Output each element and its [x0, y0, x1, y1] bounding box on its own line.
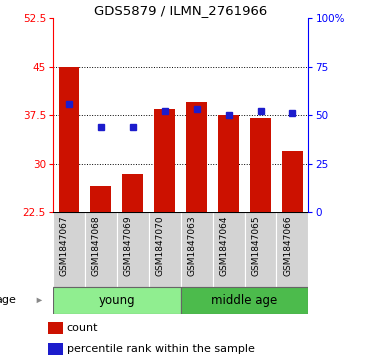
Bar — [122, 174, 143, 212]
Text: young: young — [99, 294, 135, 307]
Text: GSM1847068: GSM1847068 — [92, 216, 101, 276]
Bar — [85, 212, 117, 287]
Bar — [149, 212, 181, 287]
Bar — [250, 118, 271, 212]
Bar — [277, 212, 308, 287]
Bar — [154, 109, 175, 212]
Bar — [58, 67, 79, 212]
Bar — [282, 151, 303, 212]
Bar — [181, 287, 308, 314]
Text: age: age — [0, 295, 16, 305]
Text: percentile rank within the sample: percentile rank within the sample — [67, 344, 254, 354]
Text: GSM1847067: GSM1847067 — [60, 216, 69, 276]
Bar — [245, 212, 277, 287]
Bar — [212, 212, 245, 287]
Text: GSM1847069: GSM1847069 — [124, 216, 133, 276]
Bar — [48, 322, 63, 334]
Text: count: count — [67, 323, 98, 333]
Bar — [53, 212, 85, 287]
Text: GSM1847065: GSM1847065 — [251, 216, 261, 276]
Bar — [117, 212, 149, 287]
Bar — [218, 115, 239, 212]
Text: middle age: middle age — [211, 294, 278, 307]
Bar — [48, 343, 63, 355]
Text: GSM1847066: GSM1847066 — [284, 216, 292, 276]
Bar — [181, 212, 212, 287]
Bar — [91, 187, 111, 212]
Bar — [186, 102, 207, 212]
Text: GSM1847063: GSM1847063 — [188, 216, 197, 276]
Title: GDS5879 / ILMN_2761966: GDS5879 / ILMN_2761966 — [94, 4, 267, 17]
Text: GSM1847070: GSM1847070 — [156, 216, 165, 276]
Bar — [53, 287, 181, 314]
Text: GSM1847064: GSM1847064 — [220, 216, 228, 276]
